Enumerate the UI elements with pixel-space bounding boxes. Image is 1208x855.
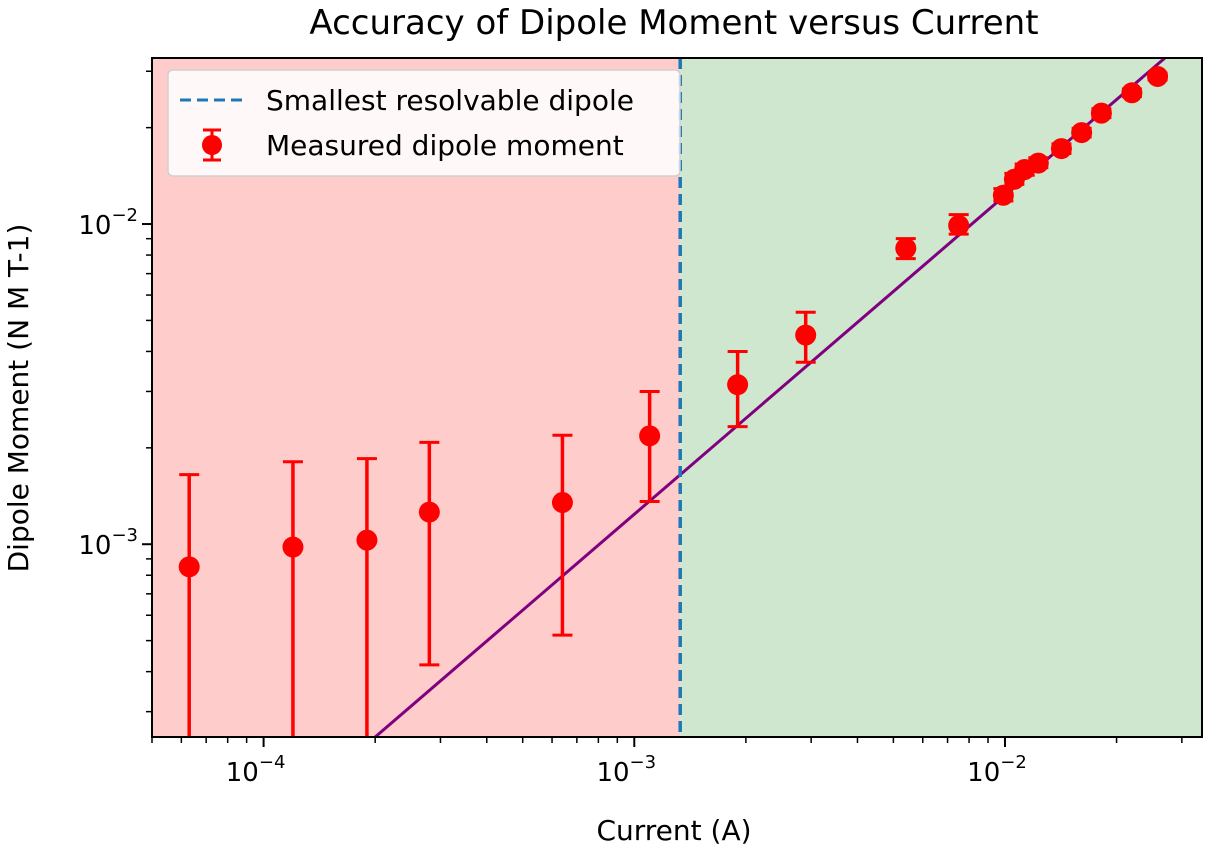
point-marker xyxy=(992,184,1014,206)
legend-item-series: Measured dipole moment xyxy=(266,129,624,162)
point-marker xyxy=(1071,122,1093,144)
point-marker xyxy=(282,536,304,558)
points-layer xyxy=(178,65,1169,737)
data-point xyxy=(356,457,378,737)
data-point xyxy=(948,213,970,236)
data-point xyxy=(1121,82,1143,104)
point-marker xyxy=(727,374,749,396)
data-point xyxy=(1071,122,1093,144)
point-marker xyxy=(1090,102,1112,124)
data-point xyxy=(795,310,817,364)
x-tick-label: 10−2 xyxy=(967,752,1027,788)
point-marker xyxy=(795,324,817,346)
data-point xyxy=(727,349,749,429)
point-marker xyxy=(1147,65,1169,87)
point-marker xyxy=(1027,152,1049,174)
point-marker xyxy=(178,556,200,578)
data-point xyxy=(992,184,1014,206)
chart-title: Accuracy of Dipole Moment versus Current xyxy=(309,3,1038,43)
legend-marker-swatch xyxy=(202,135,222,155)
region-resolvable xyxy=(680,58,1202,737)
data-point xyxy=(1147,65,1169,87)
x-tick-label: 10−4 xyxy=(226,752,286,788)
point-marker xyxy=(418,501,440,523)
legend-item-vline: Smallest resolvable dipole xyxy=(266,84,634,117)
point-marker xyxy=(551,491,573,513)
point-marker xyxy=(639,425,661,447)
data-point xyxy=(639,389,661,503)
y-tick-label: 10−2 xyxy=(78,205,138,241)
data-point xyxy=(1090,102,1112,124)
point-marker xyxy=(1121,82,1143,104)
data-point xyxy=(1027,152,1049,174)
point-marker xyxy=(356,529,378,551)
x-axis-ticks: 10−4 10−3 10−2 xyxy=(151,737,1183,788)
data-point xyxy=(282,460,304,737)
plot-frame xyxy=(151,57,1203,738)
legend-box xyxy=(167,69,681,177)
x-tick-label: 10−3 xyxy=(596,752,656,788)
data-point xyxy=(178,473,200,737)
data-point xyxy=(895,237,917,261)
point-marker xyxy=(895,237,917,259)
legend: Smallest resolvable dipole Measured dipo… xyxy=(167,69,681,177)
y-axis-label: Dipole Moment (N M T-1) xyxy=(2,224,35,573)
y-axis-ticks: 10−3 10−2 xyxy=(78,70,152,713)
data-point xyxy=(1050,138,1072,160)
data-point xyxy=(551,433,573,637)
data-point xyxy=(418,440,440,667)
y-tick-label: 10−3 xyxy=(78,525,138,561)
point-marker xyxy=(1050,138,1072,160)
x-axis-label: Current (A) xyxy=(596,814,751,847)
point-marker xyxy=(948,214,970,236)
